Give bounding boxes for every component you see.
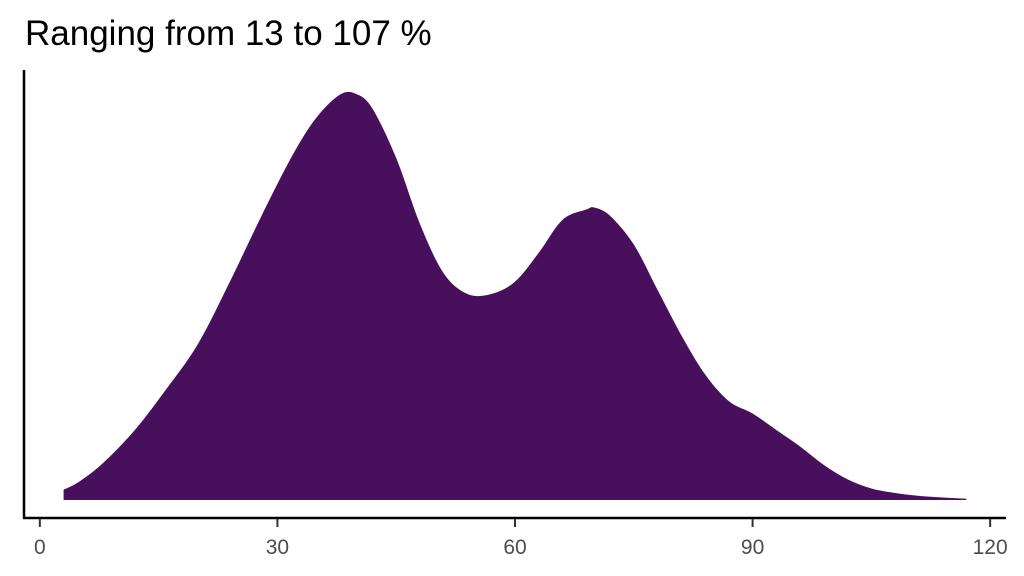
density-area-series-0	[63, 91, 967, 500]
x-tick-label: 0	[34, 536, 46, 559]
x-axis-ticks: 0 30 60 90 120	[34, 519, 1008, 559]
x-tick-label: 120	[973, 536, 1008, 559]
x-tick-label: 90	[741, 536, 764, 559]
area-layer	[63, 91, 967, 500]
chart-title: Ranging from 13 to 107 %	[25, 14, 432, 53]
x-tick-label: 30	[266, 536, 289, 559]
x-tick-label: 60	[503, 536, 526, 559]
